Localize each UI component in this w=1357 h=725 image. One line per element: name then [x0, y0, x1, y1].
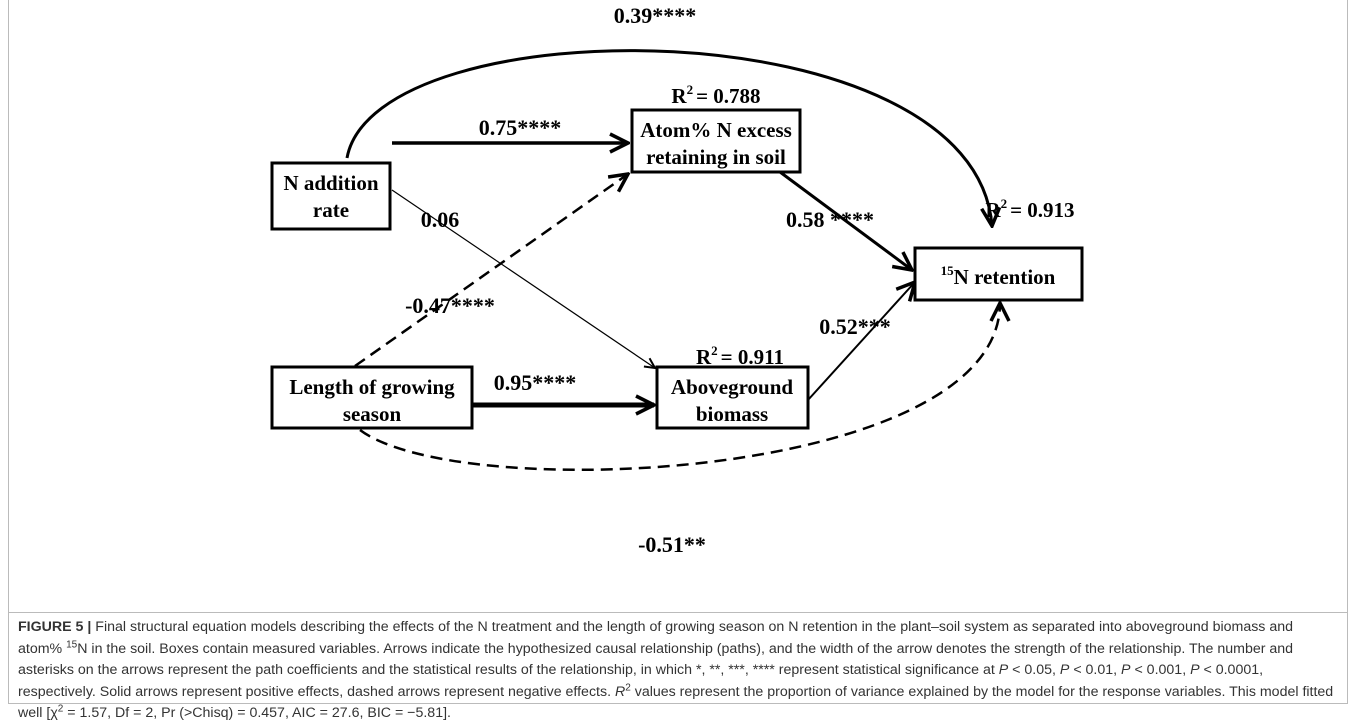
edge-solid: [807, 282, 915, 401]
figure-caption: FIGURE 5 | Final structural equation mod…: [18, 617, 1340, 725]
path-coefficient: -0.47****: [405, 293, 495, 318]
figure-number: FIGURE 5 |: [18, 619, 92, 635]
isotope: 15: [941, 263, 955, 278]
caption-text: N in the soil. Boxes contain measured va…: [18, 640, 1294, 679]
r-symbol: R: [985, 198, 1001, 222]
caption-text: < 0.0001, respectively. Solid arrows rep…: [18, 662, 1264, 700]
path-coefficient: 0.39****: [614, 3, 697, 28]
caption-text: = 1.57, Df = 2, Pr (>Chisq) = 0.457, AIC…: [63, 705, 451, 721]
caption-text: < 0.001,: [1130, 662, 1191, 678]
r-squared: R2 = 0.788: [671, 82, 760, 108]
edge-solid: [345, 49, 992, 226]
figure-frame: [8, 0, 1348, 704]
caption-italic: R: [614, 683, 626, 700]
caption-text: < 0.01,: [1069, 662, 1122, 678]
node-label: rate: [313, 198, 349, 222]
node-label: Atom% N excess: [640, 118, 792, 142]
caption-sup: 15: [66, 638, 78, 650]
caption-sup: 2: [625, 681, 631, 693]
path-coefficient: -0.51**: [638, 532, 706, 557]
r-exponent: 2: [711, 343, 718, 358]
edge-solid: [391, 189, 655, 368]
node-label: season: [343, 402, 402, 426]
edge-solid: [779, 170, 912, 270]
node-label: biomass: [696, 402, 768, 426]
r-squared: R2 = 0.913: [985, 196, 1074, 222]
caption-text: < 0.05,: [1008, 662, 1060, 678]
caption-italic: P: [1190, 662, 1200, 678]
caption-text: Final structural equation models describ…: [18, 619, 1294, 657]
node-label: Aboveground: [671, 375, 793, 399]
node-box: [270, 365, 474, 430]
edge-dashed: [354, 174, 628, 368]
node-label: Length of growing: [289, 375, 455, 399]
node-label: 15N retention: [941, 263, 1056, 289]
path-coefficient: 0.06: [421, 207, 460, 232]
path-coefficient: 0.95****: [494, 370, 577, 395]
r-value: = 0.911: [721, 345, 784, 369]
r-value: = 0.913: [1010, 198, 1074, 222]
caption-italic: P: [1121, 662, 1131, 678]
path-diagram: N addition rate Atom% N excess retaining…: [270, 3, 1084, 557]
r-exponent: 2: [1001, 196, 1008, 211]
node-box: [913, 246, 1084, 302]
path-coefficient: 0.52***: [819, 314, 891, 339]
node-label: N addition: [283, 171, 378, 195]
caption-sup: 2: [57, 703, 64, 715]
node-label-text: N retention: [954, 265, 1056, 289]
path-coefficient: 0.75****: [479, 115, 562, 140]
node-box: [270, 161, 392, 231]
node-box: [655, 365, 810, 430]
r-symbol: R: [671, 84, 687, 108]
r-exponent: 2: [687, 82, 694, 97]
node-label: retaining in soil: [646, 145, 786, 169]
node-box: [630, 108, 802, 174]
r-squared: R2 = 0.911: [696, 343, 784, 369]
caption-separator: [8, 612, 1348, 613]
caption-italic: P: [998, 662, 1009, 678]
r-symbol: R: [696, 345, 712, 369]
edge-dashed: [359, 303, 1000, 471]
caption-italic: P: [1059, 662, 1070, 678]
path-coefficient: 0.58 ****: [786, 207, 874, 232]
r-value: = 0.788: [696, 84, 760, 108]
